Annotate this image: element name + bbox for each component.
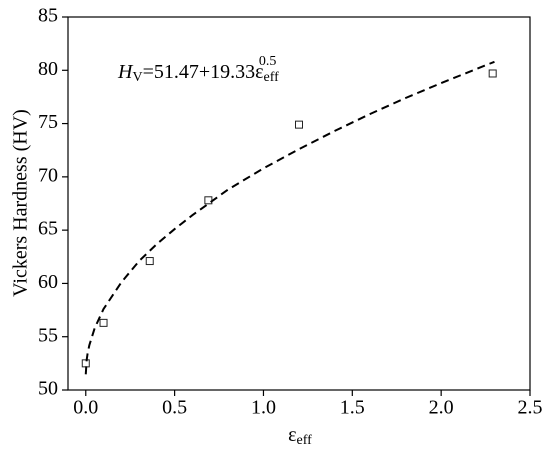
data-point	[145, 257, 154, 266]
x-tick-label: 0.5	[162, 397, 187, 419]
data-point	[99, 318, 108, 327]
y-tick-label: 60	[38, 271, 58, 293]
y-tick-label: 70	[38, 164, 58, 186]
y-axis-label: Vickers Hardness (HV)	[10, 109, 32, 297]
x-tick-label: 0.0	[73, 397, 98, 419]
annotation-part: =51.47+19.33ε	[143, 61, 264, 83]
annotation-part: eff	[264, 70, 280, 85]
x-axis-label: εeff	[288, 424, 312, 449]
annotation: HV=51.47+19.33εeff0.5	[117, 54, 279, 85]
plot-frame	[67, 16, 531, 391]
x-tick-label: 1.5	[340, 397, 365, 419]
data-point	[204, 196, 213, 205]
y-tick-label: 65	[38, 218, 58, 240]
x-tick-label: 2.5	[518, 397, 543, 419]
annotation-part: 0.5	[259, 54, 277, 69]
y-tick-label: 55	[38, 324, 58, 346]
data-point	[488, 69, 497, 78]
x-label-main: ε	[288, 424, 296, 446]
x-label-sub: eff	[297, 433, 313, 448]
y-tick-label: 80	[38, 58, 58, 80]
y-tick-label: 85	[38, 5, 58, 27]
x-tick-label: 2.0	[429, 397, 454, 419]
annotation-part: V	[132, 70, 142, 85]
y-tick-label: 75	[38, 111, 58, 133]
x-tick-label: 1.0	[251, 397, 276, 419]
y-tick-label: 50	[38, 378, 58, 400]
data-point	[295, 120, 303, 129]
annotation-part: H	[117, 61, 134, 83]
fit-curve	[84, 60, 495, 375]
